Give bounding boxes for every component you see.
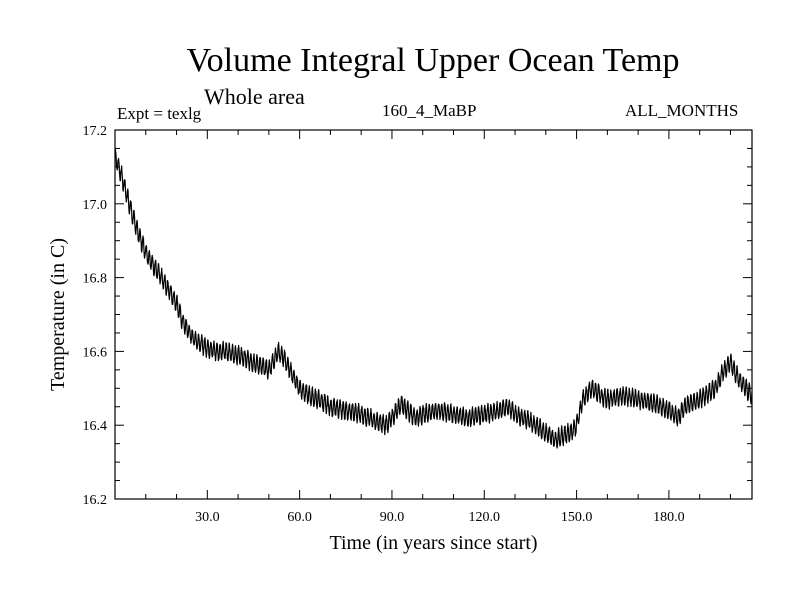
series-line — [114, 148, 753, 449]
period-annotation: 160_4_MaBP — [382, 101, 477, 120]
y-tick-label: 17.0 — [83, 198, 108, 213]
experiment-annotation: Expt = texlg — [117, 104, 202, 123]
x-axis-label: Time (in years since start) — [329, 532, 537, 554]
chart-title: Volume Integral Upper Ocean Temp — [186, 42, 680, 79]
x-tick-label: 30.0 — [195, 510, 220, 525]
plot-frame — [114, 129, 753, 500]
y-tick-label: 16.2 — [83, 493, 108, 508]
axis-ticks — [115, 129, 752, 500]
chart-subtitle: Whole area — [204, 84, 305, 109]
x-tick-label: 60.0 — [287, 510, 312, 525]
x-tick-label: 120.0 — [469, 510, 501, 525]
x-tick-label: 90.0 — [380, 510, 405, 525]
x-tick-label: 180.0 — [653, 510, 685, 525]
y-tick-label: 16.8 — [83, 272, 108, 287]
y-tick-label: 16.4 — [83, 419, 108, 434]
months-annotation: ALL_MONTHS — [625, 101, 739, 120]
y-axis-label: Temperature (in C) — [47, 238, 69, 391]
x-tick-label: 150.0 — [561, 510, 593, 525]
tick-labels: 30.0 60.0 90.0 120.0 150.0 180.0 16.2 16.4 16.6 1… — [83, 124, 685, 525]
y-tick-label: 17.2 — [83, 124, 108, 139]
y-tick-label: 16.6 — [83, 345, 108, 360]
